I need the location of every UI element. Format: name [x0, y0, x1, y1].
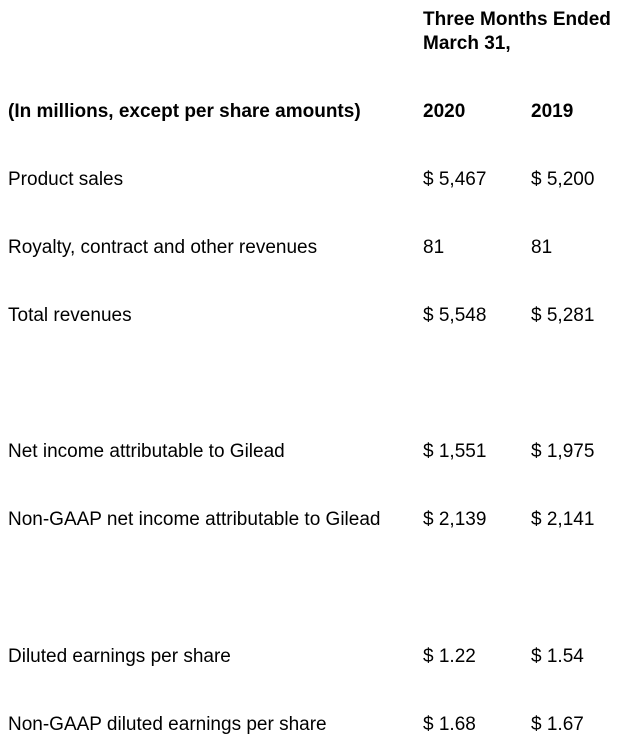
row-value-2019: 81 [531, 237, 553, 258]
row-value-2019: $ 5,200 [531, 169, 595, 190]
row-value-2019: $ 1.67 [531, 714, 584, 735]
row-label: Royalty, contract and other revenues [8, 237, 318, 258]
row-value-2020: $ 1.22 [423, 646, 476, 667]
row-value-2020: $ 1.68 [423, 714, 476, 735]
row-label: Diluted earnings per share [8, 646, 231, 667]
row-value-2019: $ 2,141 [531, 509, 595, 530]
units-label: (In millions, except per share amounts) [8, 101, 361, 122]
row-value-2020: $ 5,467 [423, 169, 487, 190]
row-value-2019: $ 5,281 [531, 305, 595, 326]
row-label: Non-GAAP net income attributable to Gile… [8, 509, 381, 530]
column-header-2019: 2019 [531, 101, 574, 122]
row-value-2020: 81 [423, 237, 445, 258]
period-header: Three Months Ended March 31, [423, 8, 611, 56]
row-label: Non-GAAP diluted earnings per share [8, 714, 327, 735]
row-value-2020: $ 1,551 [423, 441, 487, 462]
column-header-2020: 2020 [423, 101, 466, 122]
period-header-line1: Three Months Ended [423, 9, 611, 30]
row-value-2019: $ 1,975 [531, 441, 595, 462]
period-header-line2: March 31, [423, 33, 511, 54]
row-label: Net income attributable to Gilead [8, 441, 285, 462]
row-value-2020: $ 5,548 [423, 305, 487, 326]
row-value-2019: $ 1.54 [531, 646, 584, 667]
row-value-2020: $ 2,139 [423, 509, 487, 530]
row-label: Product sales [8, 169, 124, 190]
row-label: Total revenues [8, 305, 132, 326]
